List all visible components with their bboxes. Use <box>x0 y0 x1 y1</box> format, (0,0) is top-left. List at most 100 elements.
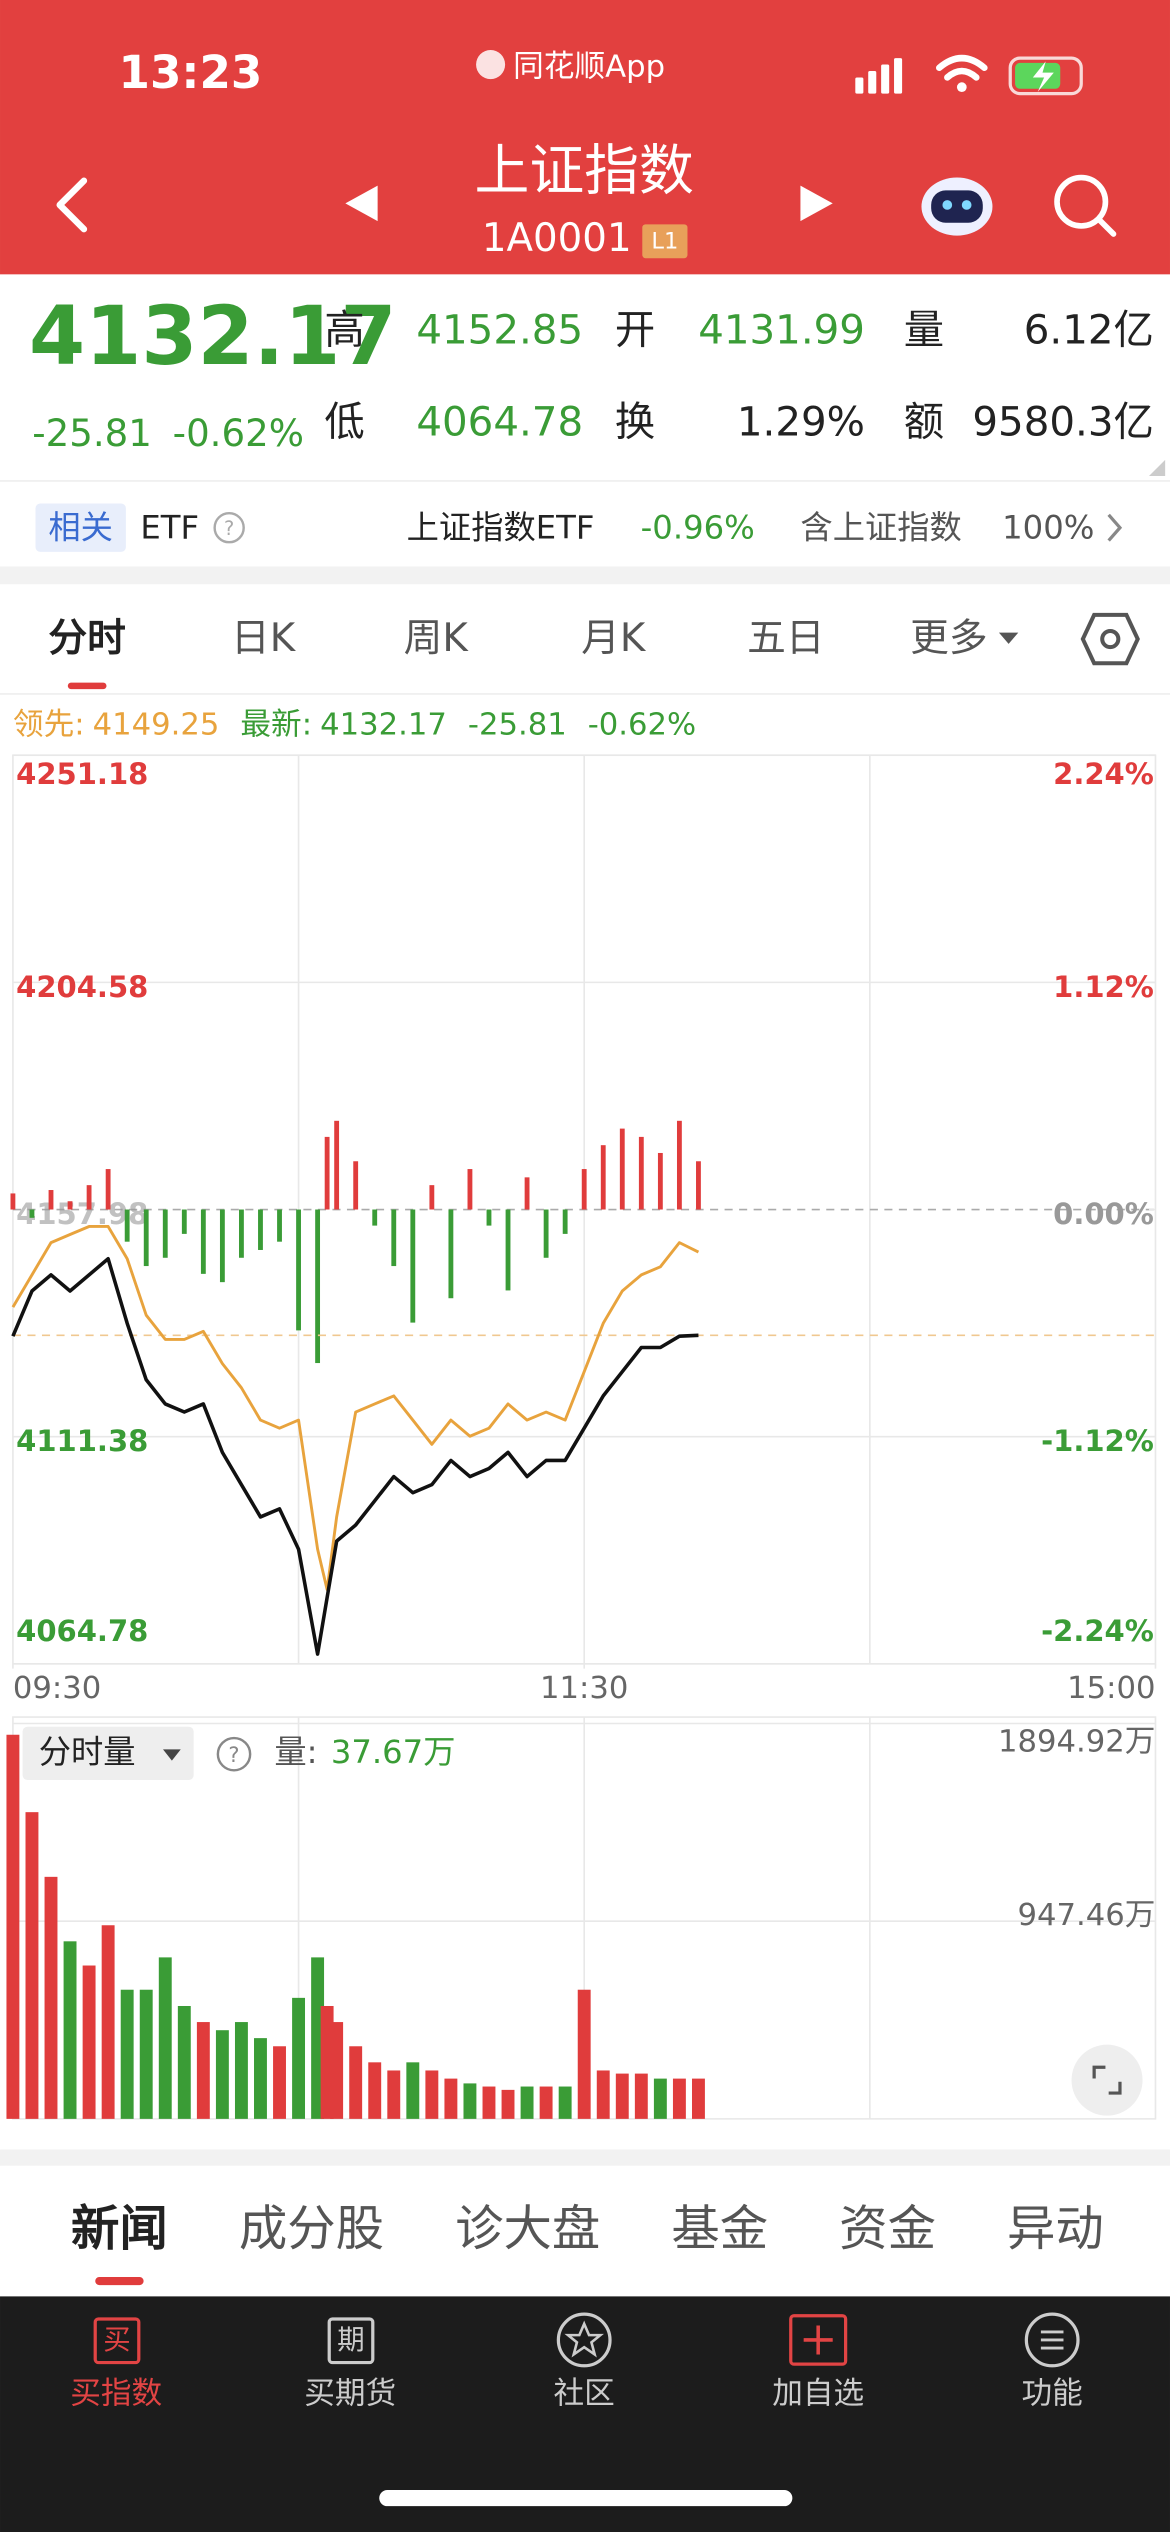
volume-bar <box>6 1734 20 2119</box>
volume-bar <box>520 2086 534 2119</box>
volume-bar <box>44 1876 58 2119</box>
spread-bar <box>277 1209 282 1242</box>
spread-bar <box>143 1209 149 1267</box>
field-label: 额 <box>904 398 944 445</box>
field-label: 高 <box>324 306 364 353</box>
volume-button-bg[interactable] <box>22 1726 194 1780</box>
assistant-button[interactable] <box>921 177 993 236</box>
volume-bar <box>539 2086 553 2119</box>
help-icon[interactable] <box>213 511 245 544</box>
spread-bar <box>324 1136 330 1210</box>
search-button[interactable] <box>1054 174 1117 237</box>
volume-bar <box>425 2070 439 2119</box>
help-icon-mark: ? <box>224 517 234 540</box>
nav-icon <box>556 2312 612 2368</box>
spread-bar <box>505 1209 511 1291</box>
spread-bar <box>486 1209 492 1226</box>
nav-label[interactable]: 加自选 <box>772 2376 864 2411</box>
volume-button[interactable]: 分时量 <box>39 1733 136 1771</box>
settings-dot <box>1100 628 1121 650</box>
spread-bar <box>48 1190 54 1210</box>
nav-icon <box>327 2317 375 2365</box>
news-tab[interactable]: 成分股 <box>239 2201 384 2257</box>
spread-bar <box>543 1209 549 1258</box>
etf-name[interactable]: 上证指数ETF <box>407 508 595 546</box>
volume-bar <box>63 1941 77 2119</box>
spread-bar <box>524 1177 530 1210</box>
spread-bar <box>638 1136 644 1210</box>
y-tick-label: 947.46万 <box>1018 1898 1156 1933</box>
expand-button[interactable] <box>1071 2044 1143 2116</box>
nav-label[interactable]: 社区 <box>554 2376 615 2411</box>
volume-bar <box>273 2046 286 2119</box>
status-time: 13:23 <box>119 46 263 99</box>
news-tab[interactable]: 基金 <box>671 2201 768 2257</box>
volume-bar <box>330 2022 344 2119</box>
volume-bar <box>634 2073 648 2119</box>
tab[interactable]: 日K <box>231 616 297 661</box>
volume-bar <box>368 2062 382 2119</box>
price-line <box>11 1225 700 1592</box>
volume-bar <box>196 2022 210 2119</box>
spread-bar <box>676 1120 682 1210</box>
settings-button[interactable] <box>1080 612 1140 666</box>
news-tab[interactable]: 新闻 <box>71 2201 168 2257</box>
etf-holding-label: 含上证指数 <box>800 508 961 546</box>
section-gap <box>0 2149 1170 2166</box>
spread-bar <box>334 1120 340 1210</box>
legend-value: -0.62% <box>588 708 696 743</box>
volume-bar <box>234 2022 248 2119</box>
volume-bar <box>501 2089 515 2119</box>
corner-mark <box>1149 459 1166 477</box>
y-tick-label: 4204.58 <box>16 970 148 1004</box>
price-line <box>11 1256 699 1656</box>
y-tick-label: 1894.92万 <box>998 1724 1155 1759</box>
spread-bar <box>105 1169 111 1210</box>
battery-icon <box>1008 56 1083 96</box>
spread-bar <box>448 1209 454 1299</box>
dropdown-arrow <box>998 632 1019 644</box>
x-tick-label: 11:30 <box>540 1671 628 1706</box>
volume-bar <box>406 2062 420 2119</box>
next-button[interactable] <box>800 185 833 222</box>
news-tab[interactable]: 诊大盘 <box>455 2201 600 2257</box>
volume-bar <box>158 1957 172 2119</box>
back-button[interactable] <box>56 177 88 233</box>
nav-icon <box>789 2314 848 2366</box>
legend-value: 4132.17 <box>320 708 447 743</box>
chart-layer: 4064.784111.384157.984204.584251.18-2.24… <box>6 708 1157 2120</box>
tab[interactable]: 月K <box>581 616 647 661</box>
spread-bar <box>696 1161 701 1210</box>
volume-bar <box>596 2070 610 2119</box>
etf-tag-bg <box>35 503 126 552</box>
nav-label[interactable]: 功能 <box>1022 2376 1083 2411</box>
nav-icon-lines <box>1040 2330 1064 2350</box>
spread-bar <box>296 1209 301 1331</box>
price: 4132.17 <box>29 290 396 384</box>
nav-label[interactable]: 买期货 <box>304 2376 396 2411</box>
volume-value: 37.67万 <box>331 1733 456 1771</box>
volume-bar <box>82 1965 96 2119</box>
tab-indicator <box>67 682 107 690</box>
change-pct: -0.62% <box>173 412 304 455</box>
volume-bar <box>482 2086 496 2119</box>
stock-code: 1A0001 <box>482 216 632 261</box>
nav-label[interactable]: 买指数 <box>70 2376 162 2411</box>
prev-button[interactable] <box>345 185 378 222</box>
help-icon[interactable] <box>216 1736 252 1772</box>
tab[interactable]: 五日 <box>747 616 824 661</box>
y2-tick-label: 0.00% <box>1053 1197 1154 1231</box>
spread-bar <box>619 1128 625 1210</box>
news-tab-indicator <box>95 2277 144 2286</box>
field-value: 9580.3亿 <box>972 398 1153 445</box>
volume-bar <box>215 2030 229 2119</box>
tab[interactable]: 更多 <box>910 616 987 661</box>
news-tab[interactable]: 资金 <box>839 2201 936 2257</box>
field-label: 低 <box>324 398 364 445</box>
wifi-dot <box>956 82 967 92</box>
status-app: 同花顺App <box>513 49 665 84</box>
news-tab[interactable]: 异动 <box>1007 2201 1104 2257</box>
nav-icon-text: 期 <box>337 2325 364 2356</box>
tab[interactable]: 周K <box>404 616 470 661</box>
tab[interactable]: 分时 <box>48 616 125 661</box>
